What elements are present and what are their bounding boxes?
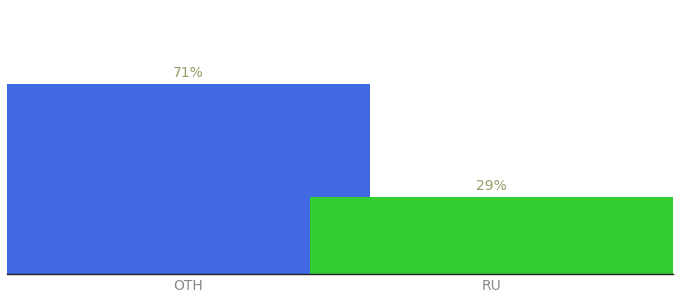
Text: 71%: 71% <box>173 66 204 80</box>
Text: 29%: 29% <box>476 179 507 193</box>
Bar <box>309 197 673 274</box>
Bar <box>7 84 371 274</box>
